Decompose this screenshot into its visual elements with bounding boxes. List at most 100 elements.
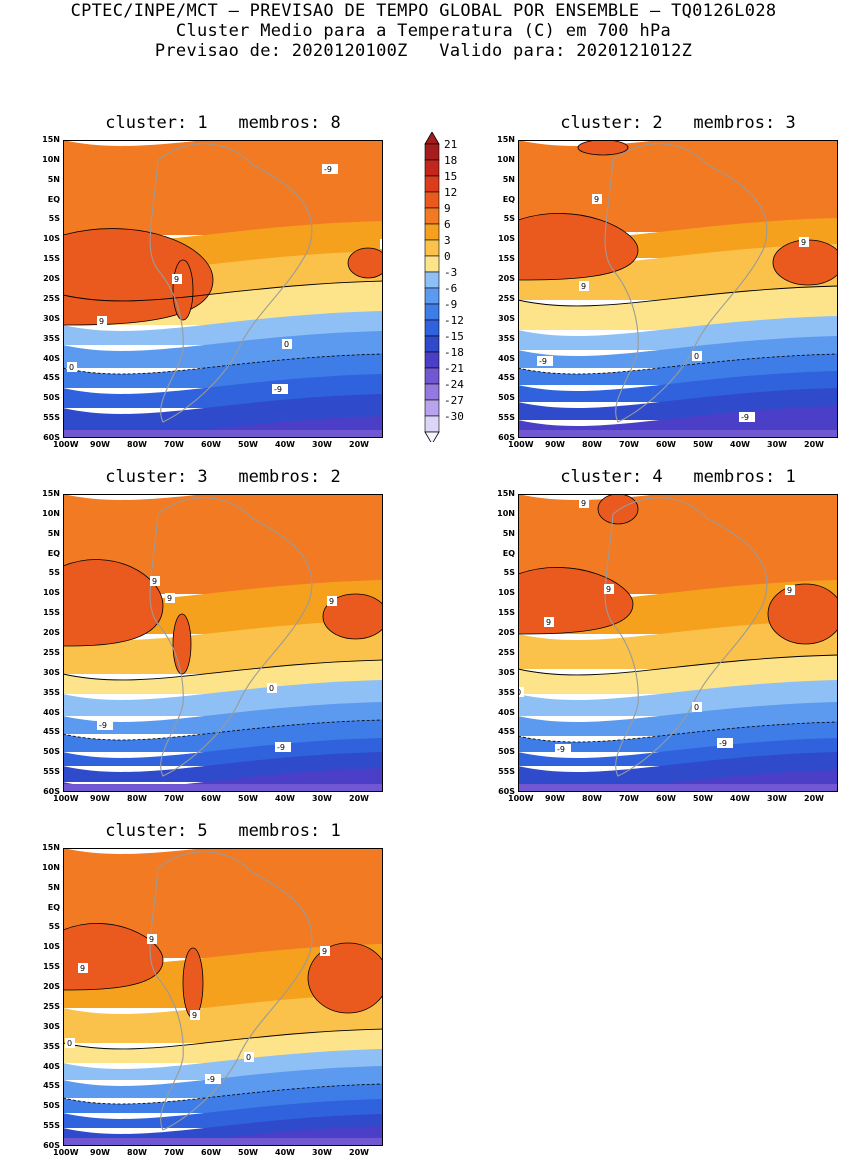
forecast-map-panel-2: 9 9 9 0 -9 -9 (517, 126, 844, 442)
colorbar-label: 15 (444, 170, 457, 183)
colorbar-label: 18 (444, 154, 457, 167)
latitude-tick-label: 10S (43, 588, 60, 598)
contour-label: 9 (150, 576, 160, 586)
svg-text:0: 0 (284, 340, 289, 349)
latitude-tick-label: 30S (498, 313, 515, 323)
longitude-tick-label: 100W (53, 794, 79, 803)
contour-label: 0 (67, 362, 77, 372)
colorbar-swatch (424, 303, 440, 321)
latitude-tick-label: 40S (43, 707, 60, 717)
latitude-tick-label: 5S (48, 214, 60, 224)
latitude-tick-label: 55S (498, 767, 515, 777)
header-line-3: Previsao de: 2020120100Z Valido para: 20… (154, 41, 693, 61)
longitude-tick-label: 100W (508, 440, 534, 449)
latitude-tick-label: 40S (498, 353, 515, 363)
latitude-tick-label: 55S (43, 767, 60, 777)
warm-anomaly-region (172, 613, 192, 675)
longitude-tick-label: 90W (90, 1148, 110, 1157)
latitude-tick-label: 50S (43, 393, 60, 403)
longitude-tick-label: 40W (730, 794, 750, 803)
latitude-tick-label: EQ (47, 548, 60, 558)
latitude-tick-label: 45S (498, 727, 515, 737)
svg-text:-9: -9 (277, 743, 285, 752)
forecast-map-panel-3: 9 9 9 0 -9 -9 (62, 480, 389, 796)
svg-text:9: 9 (322, 947, 327, 956)
zero-contour (62, 280, 384, 302)
latitude-tick-label: 35S (43, 1041, 60, 1051)
contour-label: 9 (785, 585, 795, 595)
longitude-tick-label: 50W (693, 794, 713, 803)
contour-label: 9 (604, 584, 614, 594)
latitude-tick-label: 60S (43, 1141, 60, 1150)
colorbar-label: 6 (444, 218, 451, 231)
contour-label: -9 (272, 384, 288, 394)
colorbar-swatch (424, 143, 440, 161)
contour-label: -9 (322, 164, 338, 174)
contour-label: 0 (65, 1038, 75, 1048)
svg-text:9: 9 (801, 238, 806, 247)
colorbar-swatch (424, 239, 440, 257)
south-america-outline (604, 497, 768, 777)
south-america-outline (149, 497, 313, 777)
svg-text:9: 9 (149, 935, 154, 944)
longitude-tick-label: 100W (508, 794, 534, 803)
latitude-tick-label: 25S (498, 293, 515, 303)
latitude-tick-label: EQ (47, 194, 60, 204)
latitude-tick-label: 60S (498, 433, 515, 442)
colorbar-swatch (424, 159, 440, 177)
warm-anomaly-region (62, 923, 164, 991)
colorbar-swatch (424, 223, 440, 241)
longitude-tick-label: 60W (201, 440, 221, 449)
latitude-tick-label: 50S (498, 747, 515, 757)
latitude-tick-label: 20S (43, 982, 60, 992)
longitude-tick-label: 30W (312, 794, 332, 803)
latitude-tick-label: 10S (498, 588, 515, 598)
latitude-tick-label: 5N (502, 528, 515, 538)
latitude-tick-label: 25S (43, 1001, 60, 1011)
contour-label: 9 (320, 946, 330, 956)
contour-label: 0 (692, 702, 702, 712)
longitude-tick-label: 100W (53, 1148, 79, 1157)
latitude-tick-label: 10N (497, 508, 515, 518)
longitude-tick-label: 60W (201, 1148, 221, 1157)
svg-text:-9: -9 (324, 165, 332, 174)
colorbar-svg: 21 18 15 12 9 6 3 0 -3 -6 -9 -12 -15 -18 -21 -24 -27 -30 (424, 131, 464, 445)
zero-contour (517, 654, 839, 676)
colorbar-swatch (424, 255, 440, 273)
latitude-tick-label: 40S (43, 1061, 60, 1071)
longitude-tick-label: 60W (656, 794, 676, 803)
contour-label: 9 (592, 194, 602, 204)
zero-contour (62, 1028, 384, 1050)
longitude-tick-label: 90W (90, 440, 110, 449)
zero-contour (517, 285, 839, 307)
longitude-tick-label: 20W (804, 794, 824, 803)
latitude-tick-label: 50S (498, 393, 515, 403)
temperature-band (63, 994, 383, 1043)
colorbar-label: -21 (444, 362, 464, 375)
colorbar-bottom-arrow (424, 431, 440, 445)
temperature-band (63, 834, 383, 958)
longitude-tick-label: 70W (164, 440, 184, 449)
longitude-tick-label: 50W (238, 440, 258, 449)
colorbar-top-arrow (424, 131, 440, 145)
latitude-tick-label: 5S (503, 214, 515, 224)
panel-title: cluster: 4 membros: 1 (560, 467, 796, 487)
warm-anomaly-region (767, 583, 844, 645)
latitude-tick-label: 25S (43, 293, 60, 303)
map-plot: 999 900-9-9 (514, 480, 844, 792)
latitude-tick-label: 15S (498, 608, 515, 618)
map-plot: 9 9 9 0 -9 -9 (517, 126, 844, 438)
colorbar-label: 12 (444, 186, 457, 199)
longitude-tick-label: 40W (275, 794, 295, 803)
latitude-tick-label: 30S (498, 667, 515, 677)
latitude-tick-label: 50S (43, 1101, 60, 1111)
temperature-band (63, 944, 383, 1008)
svg-text:9: 9 (581, 499, 586, 508)
svg-text:9: 9 (546, 618, 551, 627)
latitude-tick-label: 15S (498, 254, 515, 264)
colorbar-swatch (424, 207, 440, 225)
zero-contour (62, 659, 384, 681)
latitude-tick-label: 55S (498, 413, 515, 423)
svg-text:9: 9 (192, 1011, 197, 1020)
